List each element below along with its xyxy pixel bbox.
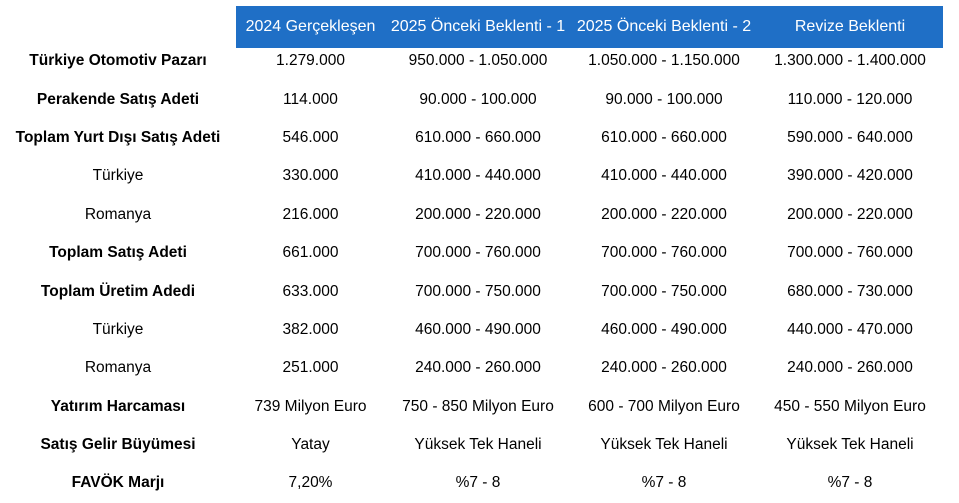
table-row: Toplam Üretim Adedi 633.000 700.000 - 75… [0,272,959,310]
cell-value: 600 - 700 Milyon Euro [588,397,740,415]
cell-value: 610.000 - 660.000 [601,128,727,146]
cell-value: 739 Milyon Euro [254,397,367,415]
row-label: Türkiye [92,320,144,338]
table-header-row: 2024 Gerçekleşen 2025 Önceki Beklenti - … [236,6,943,48]
table-row: Romanya 251.000 240.000 - 260.000 240.00… [0,349,959,387]
cell-value: 200.000 - 220.000 [601,205,727,223]
cell-value: Yüksek Tek Haneli [600,436,728,454]
cell-value: 1.300.000 - 1.400.000 [774,52,926,70]
cell-value: 90.000 - 100.000 [419,90,537,108]
row-label: Toplam Satış Adeti [49,244,187,262]
cell-value: 7,20% [288,474,333,492]
table-row: Türkiye 330.000 410.000 - 440.000 410.00… [0,157,959,195]
cell-value: 546.000 [282,128,339,146]
row-label: Romanya [84,359,152,377]
header-2025-previous-1: 2025 Önceki Beklenti - 1 [390,18,566,35]
cell-value: 240.000 - 260.000 [415,359,541,377]
header-2025-previous-2: 2025 Önceki Beklenti - 2 [576,18,752,35]
cell-value: Yüksek Tek Haneli [786,436,914,454]
cell-value: 700.000 - 750.000 [601,282,727,300]
table-row: Toplam Yurt Dışı Satış Adeti 546.000 610… [0,119,959,157]
cell-value: 590.000 - 640.000 [787,128,913,146]
cell-value: %7 - 8 [455,474,501,492]
cell-value: 410.000 - 440.000 [601,167,727,185]
cell-value: 700.000 - 750.000 [415,282,541,300]
cell-value: 700.000 - 760.000 [787,244,913,262]
row-label: Romanya [84,205,152,223]
table-row: FAVÖK Marjı 7,20% %7 - 8 %7 - 8 %7 - 8 [0,464,959,502]
cell-value: 1.050.000 - 1.150.000 [588,52,740,70]
cell-value: %7 - 8 [641,474,687,492]
row-label: Yatırım Harcaması [50,397,186,415]
cell-value: 110.000 - 120.000 [787,90,913,108]
table-body: Türkiye Otomotiv Pazarı 1.279.000 950.00… [0,42,959,503]
cell-value: 460.000 - 490.000 [601,320,727,338]
cell-value: 661.000 [282,244,339,262]
table-row: Toplam Satış Adeti 661.000 700.000 - 760… [0,234,959,272]
cell-value: 330.000 [282,167,339,185]
table-row: Yatırım Harcaması 739 Milyon Euro 750 - … [0,388,959,426]
row-label: Toplam Üretim Adedi [40,282,196,300]
row-label: Toplam Yurt Dışı Satış Adeti [15,128,221,146]
row-label: FAVÖK Marjı [71,474,165,492]
cell-value: 700.000 - 760.000 [601,244,727,262]
cell-value: 450 - 550 Milyon Euro [774,397,926,415]
cell-value: 610.000 - 660.000 [415,128,541,146]
cell-value: 440.000 - 470.000 [787,320,913,338]
cell-value: 460.000 - 490.000 [415,320,541,338]
cell-value: 410.000 - 440.000 [415,167,541,185]
cell-value: 382.000 [282,320,339,338]
row-label: Türkiye Otomotiv Pazarı [29,52,207,70]
table-row: Perakende Satış Adeti 114.000 90.000 - 1… [0,80,959,118]
cell-value: 633.000 [282,282,339,300]
cell-value: 240.000 - 260.000 [601,359,727,377]
table-row: Türkiye 382.000 460.000 - 490.000 460.00… [0,311,959,349]
row-label: Perakende Satış Adeti [36,90,200,108]
cell-value: 251.000 [282,359,339,377]
row-label: Satış Gelir Büyümesi [40,436,196,454]
cell-value: 390.000 - 420.000 [787,167,913,185]
header-2024-actual: 2024 Gerçekleşen [245,18,376,35]
cell-value: 750 - 850 Milyon Euro [402,397,554,415]
header-revised: Revize Beklenti [794,18,906,35]
cell-value: 680.000 - 730.000 [787,282,913,300]
cell-value: %7 - 8 [827,474,873,492]
cell-value: 200.000 - 220.000 [787,205,913,223]
cell-value: Yatay [291,436,330,454]
row-label: Türkiye [92,167,144,185]
cell-value: 114.000 [283,90,338,108]
cell-value: 200.000 - 220.000 [415,205,541,223]
cell-value: 700.000 - 760.000 [415,244,541,262]
table-row: Türkiye Otomotiv Pazarı 1.279.000 950.00… [0,42,959,80]
table-row: Romanya 216.000 200.000 - 220.000 200.00… [0,196,959,234]
cell-value: Yüksek Tek Haneli [414,436,542,454]
cell-value: 240.000 - 260.000 [787,359,913,377]
cell-value: 950.000 - 1.050.000 [408,52,548,70]
cell-value: 216.000 [282,205,339,223]
cell-value: 1.279.000 [276,52,345,70]
cell-value: 90.000 - 100.000 [605,90,723,108]
table-row: Satış Gelir Büyümesi Yatay Yüksek Tek Ha… [0,426,959,464]
